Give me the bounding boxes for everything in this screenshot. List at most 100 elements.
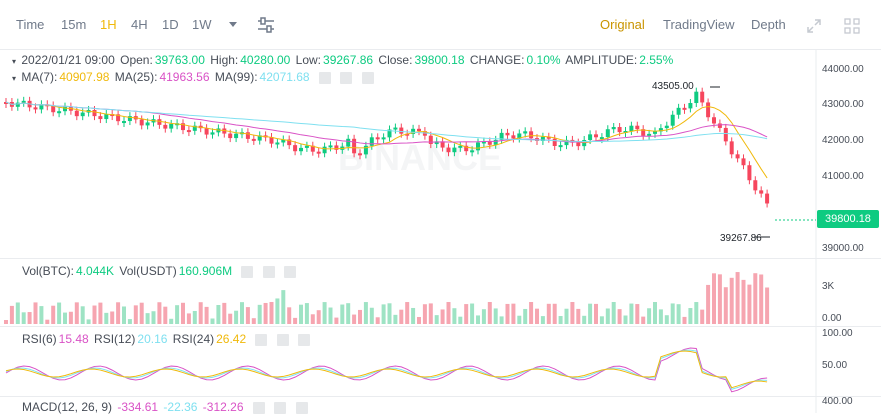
- candle-body: [163, 124, 168, 129]
- candle-body: [747, 165, 752, 181]
- ma-settings-icon[interactable]: [340, 71, 353, 84]
- layout-grid-icon[interactable]: [844, 18, 860, 34]
- candle-body: [417, 128, 421, 132]
- volume-bar: [422, 304, 427, 324]
- candle-body: [676, 107, 681, 115]
- candle-body: [623, 130, 628, 133]
- volume-bar: [712, 273, 716, 324]
- interval-1h[interactable]: 1H: [100, 17, 117, 32]
- price-chart[interactable]: BINANCE: [0, 50, 881, 413]
- open-value: 39763.00: [154, 53, 205, 67]
- candle-body: [186, 130, 191, 133]
- volume-bar: [688, 308, 693, 324]
- volume-bar: [664, 315, 669, 324]
- candle-body: [98, 116, 103, 120]
- candle-body: [358, 153, 362, 156]
- candle-body: [499, 132, 504, 140]
- rsi6-value: 15.48: [58, 332, 89, 346]
- volume-bar: [57, 302, 62, 324]
- ma-close-icon[interactable]: [361, 71, 374, 84]
- candle-body: [411, 128, 416, 134]
- interval-4h[interactable]: 4H: [131, 17, 148, 32]
- interval-1d[interactable]: 1D: [162, 17, 179, 32]
- volume-bar: [186, 313, 191, 324]
- volume-bar: [21, 312, 26, 324]
- ma-visibility-icon[interactable]: [318, 71, 331, 84]
- volume-bar: [658, 309, 663, 324]
- volume-bar: [588, 303, 593, 324]
- volume-bar: [428, 303, 433, 324]
- candle-body: [765, 193, 770, 204]
- volume-bar: [505, 303, 510, 324]
- candle-body: [405, 133, 410, 136]
- volume-bar: [464, 304, 469, 324]
- candle-body: [157, 119, 162, 125]
- fullscreen-icon[interactable]: [806, 18, 822, 34]
- macd-legend: MACD(12, 26, 9) -334.61 -22.36 -312.26: [22, 400, 310, 414]
- macd-visibility-icon[interactable]: [252, 401, 265, 414]
- moving-average-lines: [5, 101, 768, 179]
- volume-bar: [322, 302, 327, 324]
- rsi12-value: 20.16: [137, 332, 168, 346]
- candle-body: [617, 127, 622, 133]
- candle-body: [717, 123, 722, 128]
- volume-bar: [222, 302, 227, 324]
- volume-bar: [729, 277, 734, 324]
- indicator-settings-icon[interactable]: [257, 17, 275, 33]
- volume-bar: [735, 272, 740, 324]
- macd-value-3: -312.26: [202, 400, 244, 414]
- volume-bar: [493, 308, 498, 324]
- macd-settings-icon[interactable]: [274, 401, 287, 414]
- view-tradingview[interactable]: TradingView: [663, 17, 735, 32]
- volume-bar: [552, 303, 557, 324]
- candle-body: [127, 116, 132, 122]
- vol-visibility-icon[interactable]: [241, 265, 254, 278]
- ohlc-legend: ▾ 2022/01/21 09:00 Open: 39763.00 High: 40…: [12, 53, 674, 67]
- volume-bar: [157, 302, 162, 324]
- volume-bar: [269, 301, 274, 324]
- interval-1w[interactable]: 1W: [192, 17, 212, 32]
- candle-body: [346, 138, 351, 147]
- view-depth[interactable]: Depth: [751, 17, 786, 32]
- volume-bar: [723, 287, 728, 324]
- volume-bar: [104, 312, 109, 324]
- candle-body: [322, 146, 327, 154]
- volume-bar: [741, 279, 746, 324]
- rsi-settings-icon[interactable]: [276, 333, 289, 346]
- candle-body: [57, 111, 62, 114]
- volume-bar: [417, 316, 421, 324]
- volume-bar: [617, 309, 622, 324]
- candle-body: [529, 131, 534, 139]
- candle-body: [104, 114, 109, 120]
- candle-body: [440, 141, 445, 148]
- candle-body: [74, 110, 79, 117]
- rsi-close-icon[interactable]: [298, 333, 311, 346]
- rsi24-value: 26.42: [216, 332, 247, 346]
- more-intervals-dropdown-icon[interactable]: [228, 21, 238, 29]
- volume-bar: [535, 308, 539, 324]
- volume-bar: [629, 303, 634, 324]
- view-original[interactable]: Original: [600, 17, 645, 32]
- volume-bar: [582, 315, 587, 324]
- interval-15m[interactable]: 15m: [61, 17, 87, 32]
- candle-body: [647, 133, 652, 136]
- vol-close-icon[interactable]: [284, 265, 297, 278]
- vol-axis-label: 3K: [822, 281, 835, 292]
- interval-time[interactable]: Time: [16, 17, 45, 32]
- candle-body: [493, 139, 498, 145]
- volume-bar: [765, 287, 770, 324]
- candle-body: [505, 132, 510, 136]
- volume-bar: [245, 307, 250, 324]
- volume-bar: [334, 317, 339, 324]
- last-price-tag: 39800.18: [817, 210, 879, 228]
- vol-settings-icon[interactable]: [262, 265, 275, 278]
- rsi-visibility-icon[interactable]: [255, 333, 268, 346]
- volume-bar: [605, 308, 610, 324]
- volume-bar: [369, 307, 374, 324]
- macd-close-icon[interactable]: [295, 401, 308, 414]
- candle-body: [487, 141, 492, 145]
- candle-body: [39, 104, 44, 110]
- ma7-line: [5, 101, 768, 179]
- candle-body: [181, 123, 185, 131]
- volume-bar: [198, 302, 203, 324]
